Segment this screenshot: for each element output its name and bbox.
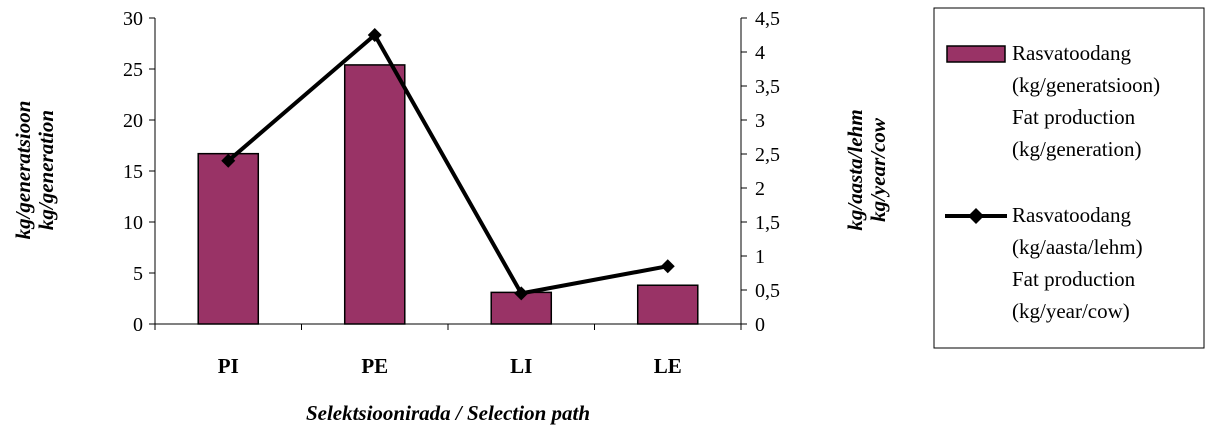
bar-series xyxy=(197,64,699,325)
y-left-tick-label: 15 xyxy=(123,161,143,183)
y-right-tick-label: 0,5 xyxy=(755,280,780,302)
y-right-tick-label: 2,5 xyxy=(755,144,780,166)
y-right-tick-label: 3,5 xyxy=(755,76,780,98)
y-right-tick-label: 3 xyxy=(755,110,765,132)
axes: 0 5 10 15 20 25 30 0 0,5 1 1,5 2 2,5 3 3,5 4 4,5 PI PE LI LE xyxy=(123,8,780,378)
legend-entry-text: (kg/generatsioon) xyxy=(1012,73,1160,97)
y-left-tick-label: 0 xyxy=(133,314,143,336)
line-series xyxy=(221,28,675,301)
x-tick-label: PI xyxy=(218,354,239,378)
y-right-tick-label: 2 xyxy=(755,178,765,200)
x-axis-title: Selektsioonirada / Selection path xyxy=(306,401,590,425)
x-tick-label: LE xyxy=(654,354,682,378)
bar-pe xyxy=(343,64,406,325)
line-point-li xyxy=(514,286,529,301)
legend-bar-swatch xyxy=(946,45,1006,63)
axis-title-line: kg/generation xyxy=(34,110,58,230)
y-right-tick-label: 4 xyxy=(755,42,765,64)
y-left-axis-title: kg/generatsioonkg/generation xyxy=(11,101,58,240)
y-right-tick-label: 4,5 xyxy=(755,8,780,30)
axis-title-line: kg/aasta/lehm xyxy=(843,109,867,230)
legend-entry-text: Fat production xyxy=(1012,105,1136,129)
bar-le xyxy=(636,284,699,325)
legend-line-marker xyxy=(968,208,984,224)
y-left-tick-label: 20 xyxy=(123,110,143,132)
y-right-tick-label: 1,5 xyxy=(755,212,780,234)
legend-entry-text: (kg/generation) xyxy=(1012,137,1141,161)
y-right-tick-label: 0 xyxy=(755,314,765,336)
line-point-pe xyxy=(367,28,382,42)
line-path xyxy=(226,33,669,296)
y-left-tick-label: 5 xyxy=(133,263,143,285)
y-right-tick-label: 1 xyxy=(755,246,765,268)
line-point-pi xyxy=(221,153,236,168)
axis-title-line: kg/year/cow xyxy=(866,117,890,222)
y-left-tick-label: 25 xyxy=(123,59,143,81)
y-left-tick-label: 10 xyxy=(123,212,143,234)
legend-entry-text: (kg/year/cow) xyxy=(1012,299,1130,323)
line-point-le xyxy=(660,259,675,274)
y-left-tick-label: 30 xyxy=(123,8,143,30)
x-tick-label: LI xyxy=(510,354,532,378)
legend-entry-text: Fat production xyxy=(1012,267,1136,291)
x-tick-label: PE xyxy=(361,354,388,378)
bar-pi xyxy=(197,152,260,325)
legend-box xyxy=(933,7,1205,349)
legend-entry-text: (kg/aasta/lehm) xyxy=(1012,235,1143,259)
axis-title-line: kg/generatsioon xyxy=(11,101,35,240)
legend-entry-text: Rasvatoodang xyxy=(1012,41,1131,65)
legend: Rasvatoodang (kg/generatsioon) Fat product… xyxy=(933,7,1205,349)
y-right-axis-title: kg/aasta/lehmkg/year/cow xyxy=(843,109,890,230)
legend-entry-text: Rasvatoodang xyxy=(1012,203,1131,227)
